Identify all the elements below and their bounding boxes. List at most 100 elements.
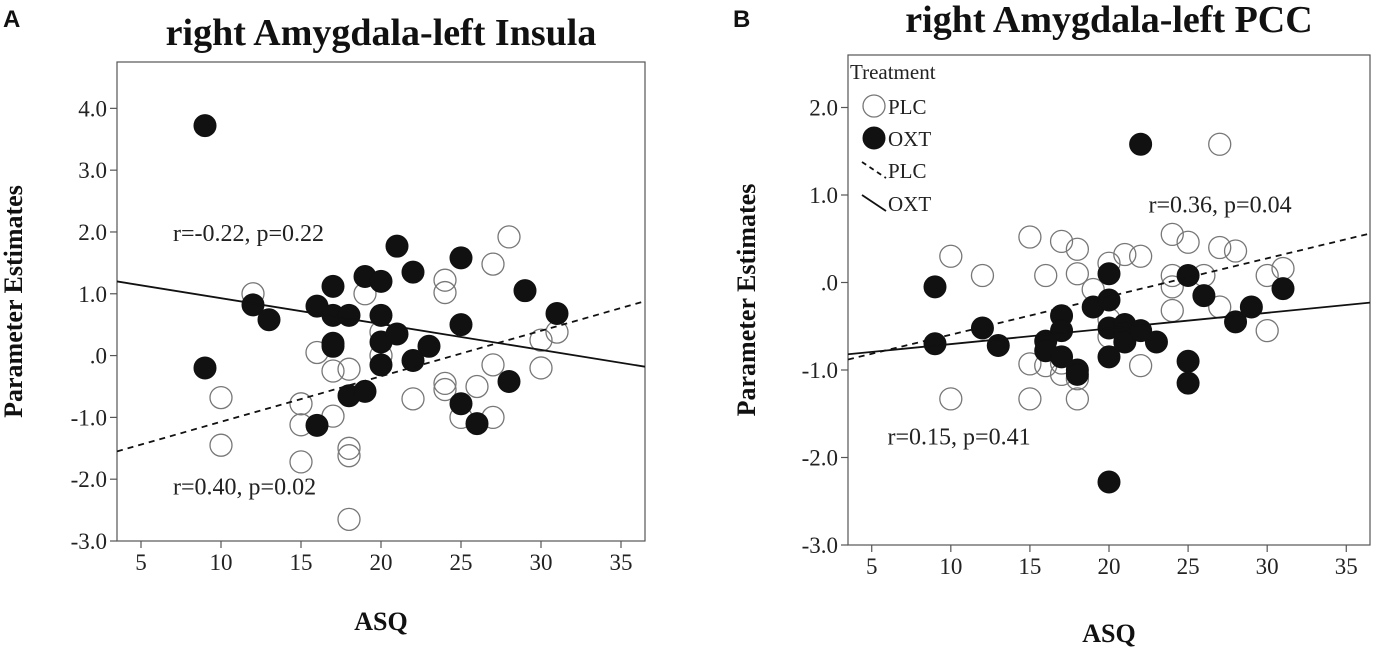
plc-point	[1018, 352, 1042, 376]
plc-point	[1176, 230, 1200, 254]
oxt-point	[321, 274, 345, 298]
plc-point	[1160, 222, 1184, 247]
y-tick-label: -3.0	[71, 529, 107, 554]
x-tick-label: 5	[866, 554, 878, 579]
oxt-point	[401, 260, 425, 284]
plc-point	[401, 387, 425, 411]
plc-point	[321, 359, 345, 383]
x-tick-label: 10	[210, 550, 233, 575]
plc-point	[337, 357, 361, 381]
x-axis-label: ASQ	[1082, 619, 1135, 648]
oxt-point	[257, 308, 281, 332]
y-tick-label: .0	[821, 271, 838, 296]
x-tick-label: 30	[1256, 554, 1279, 579]
oxt-point	[193, 356, 217, 380]
plc-point	[1113, 242, 1137, 267]
y-tick-label: .0	[90, 344, 107, 369]
x-tick-label: 20	[370, 550, 393, 575]
legend-plc-line	[861, 161, 887, 179]
plc-point	[433, 268, 457, 292]
y-tick-label: -1.0	[802, 358, 838, 383]
legend-label: PLC	[888, 95, 927, 119]
y-tick-label: 2.0	[78, 220, 107, 245]
x-tick-label: 35	[1335, 554, 1358, 579]
plc-point	[337, 436, 361, 460]
oxt-point	[1113, 330, 1137, 354]
legend-oxt-line	[861, 194, 887, 212]
oxt-point	[369, 353, 393, 377]
oxt-point	[513, 279, 537, 303]
plc-point	[1208, 132, 1232, 156]
plc-point	[433, 280, 457, 305]
y-tick-label: 1.0	[78, 282, 107, 307]
legend: Treatment PLC OXT PLC OXT	[850, 60, 936, 216]
correlation-annotation: r=0.36, p=0.04	[1149, 193, 1292, 219]
oxt-point	[385, 322, 409, 346]
panel-label: A	[3, 6, 20, 33]
oxt-point	[1097, 345, 1121, 369]
plot-frame	[116, 61, 646, 542]
y-tick-label: 4.0	[78, 96, 107, 121]
oxt-point	[449, 313, 473, 337]
y-tick-label: 3.0	[78, 158, 107, 183]
oxt-point	[353, 379, 377, 403]
plc-point	[433, 377, 457, 402]
plc-point	[529, 356, 553, 380]
x-tick-label: 25	[450, 550, 473, 575]
oxt-point	[193, 114, 217, 138]
plc-point	[481, 252, 505, 276]
plc-fit-line	[848, 232, 1370, 361]
plc-point	[1160, 298, 1184, 323]
plc-point	[1065, 387, 1090, 411]
plc-point	[1255, 318, 1279, 343]
y-tick-label: 1.0	[809, 183, 838, 208]
legend-label: OXT	[888, 127, 931, 151]
oxt-point	[385, 234, 409, 258]
plc-point	[1049, 229, 1074, 254]
correlation-annotation: r=0.15, p=0.41	[888, 424, 1031, 450]
x-tick-label: 15	[1018, 554, 1041, 579]
oxt-fit-line	[848, 301, 1370, 356]
plc-point	[1160, 275, 1184, 299]
plc-point	[289, 392, 313, 416]
plc-point	[497, 225, 521, 249]
plc-point	[1065, 237, 1090, 261]
correlation-annotation: r=-0.22, p=0.22	[173, 221, 324, 247]
oxt-point	[369, 303, 393, 327]
oxt-point	[449, 246, 473, 270]
oxt-point	[1129, 132, 1153, 156]
legend-title: Treatment	[850, 60, 936, 84]
oxt-point	[1050, 319, 1074, 343]
oxt-point	[465, 412, 489, 436]
y-axis-label: Parameter Estimates	[0, 185, 28, 418]
plc-point	[1018, 225, 1042, 249]
plc-point	[1065, 262, 1090, 286]
plot-content	[848, 132, 1370, 494]
oxt-point	[923, 332, 947, 356]
x-tick-label: 5	[135, 550, 147, 575]
oxt-point	[337, 303, 361, 327]
y-axis-label: Parameter Estimates	[732, 184, 761, 417]
plc-point	[1255, 263, 1279, 288]
chart-title: right Amygdala-left PCC	[905, 0, 1312, 41]
legend-label: PLC	[888, 159, 927, 183]
plc-point	[481, 353, 505, 377]
y-tick-label: -3.0	[802, 533, 838, 558]
x-tick-label: 10	[939, 554, 962, 579]
oxt-point	[1176, 371, 1200, 395]
oxt-point	[321, 334, 345, 358]
panel-label: B	[733, 6, 750, 33]
oxt-point	[369, 269, 393, 293]
plc-point	[970, 263, 995, 288]
plc-point	[337, 507, 361, 532]
plc-point	[465, 374, 489, 399]
y-tick-label: -2.0	[802, 446, 838, 471]
oxt-point	[1192, 284, 1216, 308]
plc-point	[209, 433, 233, 457]
x-tick-label: 15	[290, 550, 313, 575]
oxt-point	[1097, 470, 1121, 494]
oxt-fit-line	[117, 280, 645, 368]
x-axis-label: ASQ	[354, 607, 407, 636]
